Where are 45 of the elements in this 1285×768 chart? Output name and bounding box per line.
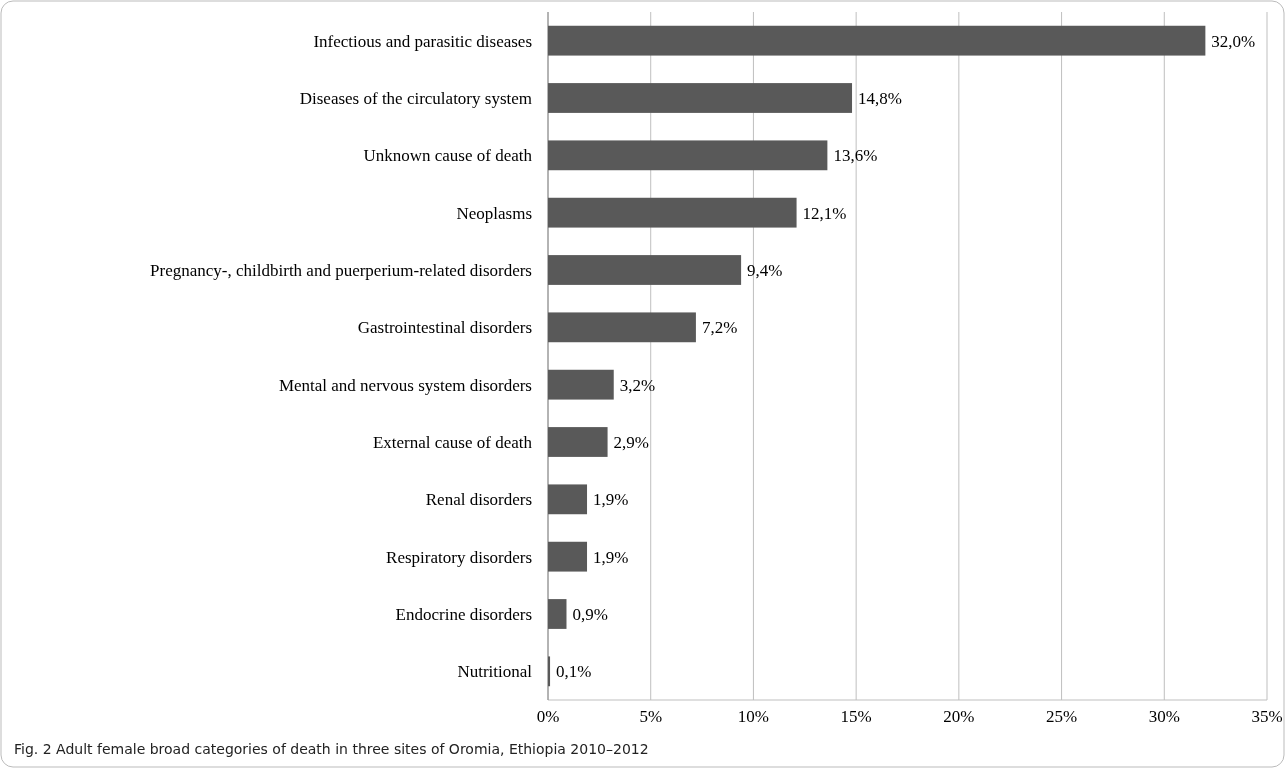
- y-tick-label: Neoplasms: [456, 203, 532, 223]
- data-label: 9,4%: [747, 260, 783, 280]
- x-tick-label: 5%: [639, 707, 663, 726]
- y-tick-label: Respiratory disorders: [386, 547, 532, 567]
- y-tick-label: Infectious and parasitic diseases: [313, 31, 532, 51]
- bar: [548, 369, 614, 400]
- data-label: 13,6%: [833, 146, 878, 166]
- x-tick-label: 10%: [737, 707, 770, 726]
- x-tick-label: 20%: [943, 707, 975, 726]
- bar: [548, 427, 608, 457]
- x-tick-label: 25%: [1045, 707, 1078, 726]
- bar: [548, 140, 828, 171]
- data-label: 12,1%: [802, 203, 847, 223]
- y-tick-label: Renal disorders: [425, 490, 532, 510]
- data-label: 14,8%: [858, 88, 902, 108]
- bar: [548, 312, 696, 343]
- bar: [548, 83, 853, 113]
- y-tick-label: Mental and nervous system disorders: [278, 375, 532, 395]
- bar: [548, 599, 567, 629]
- data-label: 1,9%: [593, 490, 629, 510]
- x-tick-label: 35%: [1251, 707, 1283, 726]
- data-label: 3,2%: [619, 375, 656, 395]
- y-tick-label: Nutritional: [457, 662, 533, 682]
- bar: [548, 484, 588, 515]
- y-tick-label: Pregnancy-, childbirth and puerperium-related disorders: [150, 260, 532, 280]
- bar: [548, 197, 797, 228]
- data-label: 7,2%: [701, 318, 738, 338]
- data-label: 2,9%: [613, 432, 649, 452]
- y-tick-label: Endocrine disorders: [395, 604, 532, 624]
- bar: [548, 25, 1206, 56]
- y-tick-label: Diseases of the circulatory system: [299, 88, 532, 108]
- caption: Fig. 2 Adult female broad categories of death in three sites of Oromia, Ethiopia 2010–2012: [14, 741, 649, 757]
- bar: [548, 255, 742, 285]
- bar: [548, 541, 588, 572]
- data-label: 0,1%: [556, 662, 592, 682]
- y-tick-label: External cause of death: [372, 432, 533, 452]
- data-label: 0,9%: [572, 604, 608, 624]
- x-tick-label: 30%: [1148, 707, 1180, 726]
- x-tick-label: 0%: [536, 707, 560, 726]
- y-tick-label: Unknown cause of death: [363, 146, 533, 166]
- y-tick-label: Gastrointestinal disorders: [357, 318, 532, 338]
- data-label: 1,9%: [593, 547, 629, 567]
- x-tick-label: 15%: [840, 707, 872, 726]
- data-label: 32,0%: [1211, 31, 1256, 51]
- bar: [548, 656, 551, 687]
